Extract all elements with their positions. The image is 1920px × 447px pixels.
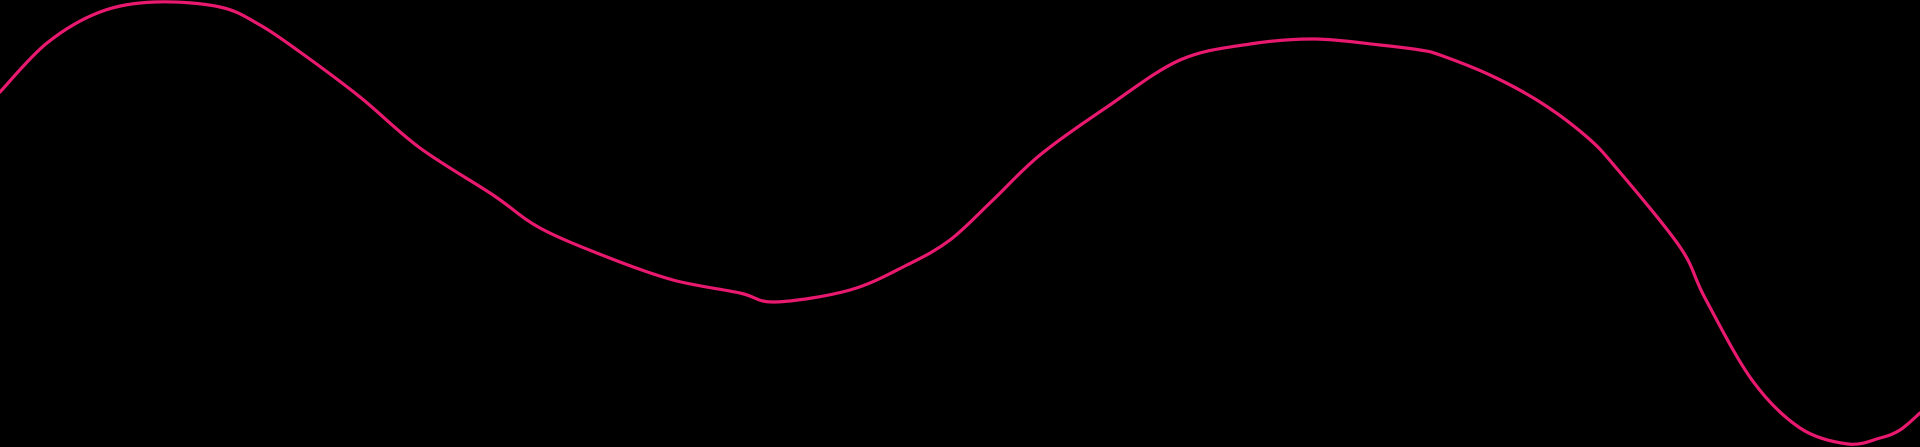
curve-canvas [0, 0, 1920, 446]
wave-graphic [0, 0, 1920, 447]
wave-curve-line [0, 0, 1920, 446]
